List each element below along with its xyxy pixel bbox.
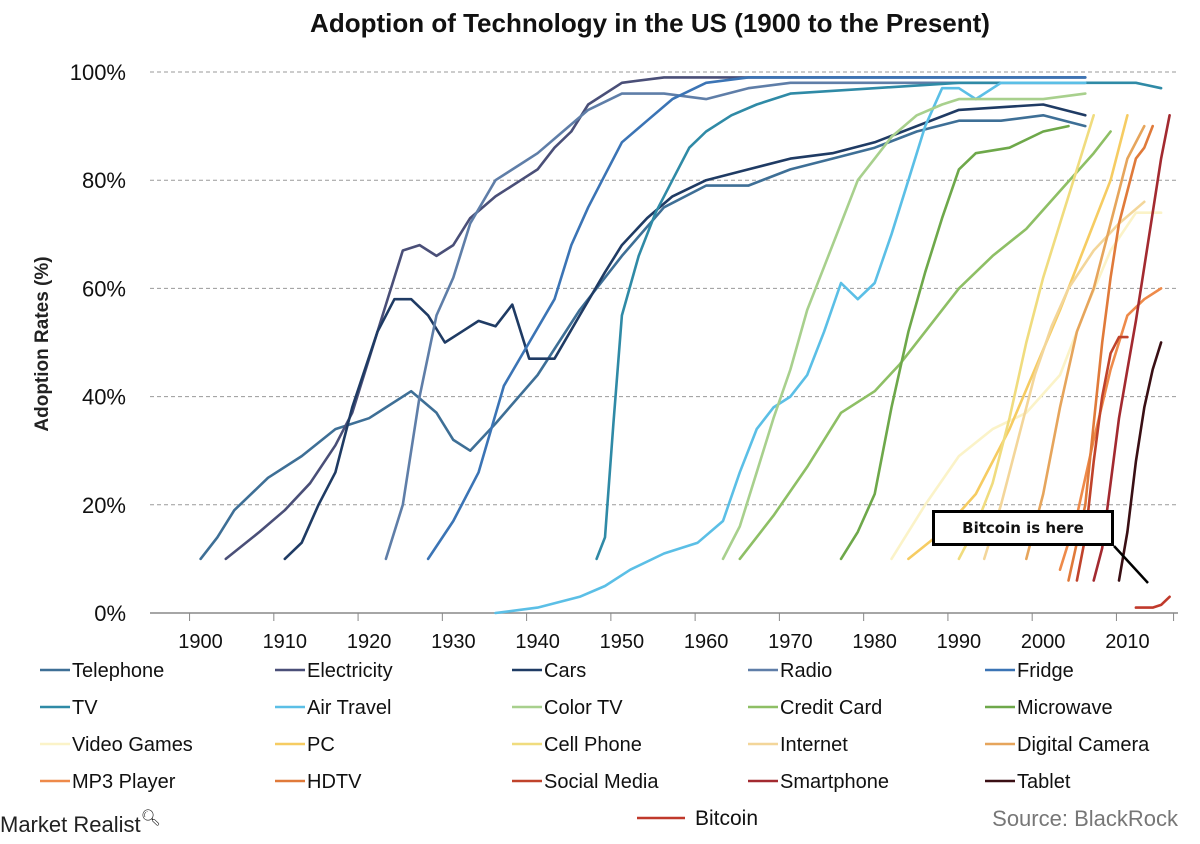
legend: Telephone Electricity Cars Radio Fridge TV Air… — [40, 660, 1150, 830]
chart-title: Adoption of Technology in the US (1900 t… — [310, 8, 990, 38]
magnifier-icon: 🔍︎ — [140, 810, 161, 827]
y-tick-label: 0% — [94, 601, 126, 626]
legend-item: TV — [40, 697, 98, 719]
legend-item: Air Travel — [275, 697, 391, 719]
series-line-cars — [283, 103, 1087, 561]
x-tick-label: 1910 — [263, 631, 308, 653]
brand-name: Market Realist — [0, 812, 141, 837]
legend-item: Telephone — [40, 660, 164, 682]
legend-item: Bitcoin — [637, 807, 758, 830]
x-tick-label: 1960 — [684, 631, 729, 653]
legend-label: PC — [307, 734, 335, 756]
legend-item: PC — [275, 734, 335, 756]
legend-label: Electricity — [307, 660, 393, 682]
source-note: Source: BlackRock — [992, 806, 1178, 831]
legend-label: MP3 Player — [72, 771, 176, 793]
legend-item: Tablet — [985, 771, 1071, 793]
x-tick-label: 1940 — [515, 631, 560, 653]
series-line-hdtv — [1067, 124, 1154, 582]
legend-item: Radio — [748, 660, 832, 682]
series-line-digital-camera — [1025, 124, 1146, 561]
x-tick-label: 1990 — [937, 631, 982, 653]
series-line-internet — [982, 200, 1146, 561]
series-line-bitcoin — [1134, 595, 1171, 609]
legend-item: HDTV — [275, 771, 362, 793]
series-line-pc — [907, 114, 1129, 561]
axes — [150, 612, 1178, 621]
series-line-electricity — [224, 76, 1087, 561]
series-line-radio — [384, 81, 1087, 561]
callout-pointer — [1113, 545, 1149, 584]
legend-label: Digital Camera — [1017, 734, 1150, 756]
legend-item: Smartphone — [748, 771, 889, 793]
legend-label: Microwave — [1017, 697, 1113, 719]
y-tick-label: 20% — [82, 493, 126, 518]
grid — [150, 71, 1178, 506]
x-tick-label: 1920 — [347, 631, 392, 653]
legend-item: Microwave — [985, 697, 1113, 719]
legend-label: Telephone — [72, 660, 164, 682]
bitcoin-callout: Bitcoin is here — [932, 510, 1114, 546]
legend-label: Cars — [544, 660, 586, 682]
legend-item: Cars — [512, 660, 586, 682]
legend-item: Cell Phone — [512, 734, 642, 756]
legend-label: Social Media — [544, 771, 659, 793]
x-tick-label: 1930 — [431, 631, 476, 653]
legend-item: MP3 Player — [40, 771, 176, 793]
y-axis-label: Adoption Rates (%) — [32, 256, 53, 431]
legend-label: Video Games — [72, 734, 193, 756]
series-line-tablet — [1117, 341, 1163, 582]
legend-item: Color TV — [512, 697, 623, 719]
legend-label: Fridge — [1017, 660, 1074, 682]
legend-item: Internet — [748, 734, 848, 756]
series-line-color-tv — [721, 92, 1087, 561]
legend-item: Social Media — [512, 771, 659, 793]
series-line-telephone — [199, 114, 1087, 561]
brand-logo: Market Realist🔍︎ — [0, 810, 161, 838]
x-tick-label: 1980 — [852, 631, 897, 653]
legend-item: Digital Camera — [985, 734, 1150, 756]
legend-label: Color TV — [544, 697, 623, 719]
x-tick-label: 1970 — [768, 631, 813, 653]
legend-label: Air Travel — [307, 697, 391, 719]
series-line-fridge — [426, 76, 1087, 561]
legend-item: Video Games — [40, 734, 193, 756]
series-line-video-games — [890, 211, 1163, 561]
legend-item: Fridge — [985, 660, 1074, 682]
y-tick-label: 80% — [82, 168, 126, 193]
x-tick-label: 2000 — [1021, 631, 1066, 653]
y-tick-label: 100% — [70, 60, 126, 85]
callout-pointer-line — [1113, 545, 1149, 584]
tick-labels: 0% 20% 40% 60% 80% 100% 1900 1910 1920 1930 1940 19… — [70, 60, 1150, 653]
legend-label: TV — [72, 697, 98, 719]
legend-label: Radio — [780, 660, 832, 682]
x-tick-label: 1900 — [178, 631, 223, 653]
legend-label: Internet — [780, 734, 848, 756]
legend-label: Tablet — [1017, 771, 1071, 793]
legend-label: Bitcoin — [695, 807, 758, 830]
x-tick-label: 1950 — [600, 631, 645, 653]
legend-label: Cell Phone — [544, 734, 642, 756]
y-tick-label: 60% — [82, 276, 126, 301]
series-line-air-travel — [494, 81, 1087, 615]
series-line-credit-card — [738, 130, 1112, 561]
series-line-microwave — [839, 124, 1070, 561]
legend-label: Smartphone — [780, 771, 889, 793]
legend-label: HDTV — [307, 771, 362, 793]
x-tick-label: 2010 — [1105, 631, 1150, 653]
legend-item: Credit Card — [748, 697, 882, 719]
legend-item: Electricity — [275, 660, 393, 682]
callout-text: Bitcoin is here — [962, 519, 1084, 537]
y-tick-label: 40% — [82, 385, 126, 410]
legend-label: Credit Card — [780, 697, 882, 719]
